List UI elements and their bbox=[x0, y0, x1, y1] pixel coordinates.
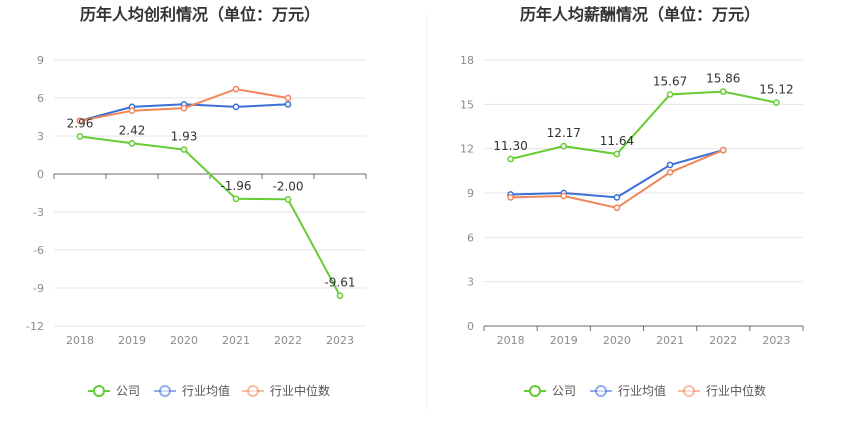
legend-item-company: 公司 bbox=[524, 384, 576, 398]
legend-item-industry_median: 行业中位数 bbox=[678, 383, 766, 398]
legend-item-industry_avg: 行业均值 bbox=[154, 383, 230, 398]
y-tick-label: 9 bbox=[467, 187, 474, 200]
data-point-company bbox=[666, 91, 674, 98]
data-point-industry_median bbox=[507, 194, 514, 201]
x-tick-label: 2023 bbox=[762, 334, 790, 347]
data-point-company bbox=[507, 155, 514, 163]
data-point-industry_median bbox=[719, 146, 727, 154]
data-point-industry_median bbox=[613, 204, 621, 212]
y-tick-label: -12 bbox=[26, 320, 44, 333]
y-tick-label: 0 bbox=[37, 168, 44, 181]
x-tick-label: 2018 bbox=[66, 334, 94, 347]
data-point-company bbox=[613, 150, 621, 158]
legend-item-industry_median: 行业中位数 bbox=[242, 383, 330, 398]
legend: 公司 行业均值 行业中位数 bbox=[524, 383, 766, 398]
series-line-company bbox=[510, 90, 777, 160]
y-tick-label: 15 bbox=[460, 98, 474, 111]
data-point-company bbox=[336, 292, 344, 300]
data-point-company bbox=[284, 195, 292, 203]
legend-swatch-marker bbox=[247, 385, 259, 397]
data-point-industry_median bbox=[180, 104, 188, 112]
legend-label: 行业中位数 bbox=[706, 383, 766, 398]
data-point-industry_median bbox=[284, 94, 292, 102]
y-tick-label: 3 bbox=[467, 276, 474, 289]
x-tick-label: 2021 bbox=[656, 334, 684, 347]
y-tick-label: 9 bbox=[37, 54, 44, 67]
data-point-company bbox=[560, 142, 568, 150]
data-point-company bbox=[76, 133, 84, 140]
legend-swatch-marker bbox=[683, 385, 695, 397]
legend-swatch-marker bbox=[529, 385, 541, 397]
legend-label: 公司 bbox=[116, 384, 140, 398]
legend-swatch-marker bbox=[93, 385, 105, 397]
legend-item-industry_avg: 行业均值 bbox=[590, 383, 666, 398]
x-tick-label: 2018 bbox=[497, 334, 525, 347]
data-point-company bbox=[232, 195, 240, 203]
legend-label: 行业中位数 bbox=[270, 383, 330, 398]
x-tick-label: 2023 bbox=[326, 334, 354, 347]
data-label: 2.96 bbox=[67, 117, 94, 131]
data-point-industry_median bbox=[128, 107, 136, 115]
x-tick-label: 2022 bbox=[274, 334, 302, 347]
data-point-industry_avg bbox=[666, 161, 674, 169]
y-tick-label: -9 bbox=[33, 282, 44, 295]
data-point-industry_median bbox=[76, 117, 84, 125]
y-tick-label: 18 bbox=[460, 54, 474, 67]
data-point-industry_avg bbox=[232, 103, 240, 111]
chart-title: 历年人均创利情况（单位：万元） bbox=[80, 5, 320, 24]
data-label: -2.00 bbox=[272, 179, 303, 193]
data-label: 1.93 bbox=[171, 130, 198, 144]
data-label: 11.64 bbox=[600, 134, 634, 148]
data-label: 15.12 bbox=[759, 83, 793, 97]
data-point-industry_median bbox=[560, 192, 568, 200]
data-point-industry_median bbox=[666, 168, 674, 176]
y-tick-label: -3 bbox=[33, 206, 44, 219]
y-tick-label: -6 bbox=[33, 244, 44, 257]
chart-panel-2: 历年人均薪酬情况（单位：万元） 18 15 12 9 6 3 0 2018 2019 2020 202… bbox=[460, 5, 804, 398]
data-label: -9.61 bbox=[324, 276, 355, 290]
x-tick-label: 2021 bbox=[222, 334, 250, 347]
data-point-company bbox=[773, 99, 780, 106]
data-label: 15.67 bbox=[653, 74, 687, 88]
chart-panel-1: 历年人均创利情况（单位：万元） 9 6 3 0 -3 -6 -9 -12 2018 2019 2020… bbox=[26, 5, 367, 398]
data-label: 12.17 bbox=[547, 126, 581, 140]
x-tick-label: 2019 bbox=[118, 334, 146, 347]
data-point-industry_avg bbox=[284, 100, 292, 108]
data-label: 15.86 bbox=[706, 72, 740, 86]
legend: 公司 行业均值 行业中位数 bbox=[88, 383, 330, 398]
y-tick-label: 6 bbox=[37, 92, 44, 105]
legend-label: 行业均值 bbox=[182, 383, 230, 398]
series-line-company bbox=[79, 135, 341, 297]
legend-label: 行业均值 bbox=[618, 383, 666, 398]
legend-label: 公司 bbox=[552, 384, 576, 398]
legend-swatch-marker bbox=[159, 385, 171, 397]
data-label: -1.96 bbox=[220, 179, 251, 193]
data-point-industry_avg bbox=[613, 194, 621, 201]
x-tick-label: 2019 bbox=[550, 334, 578, 347]
y-tick-label: 6 bbox=[467, 231, 474, 244]
data-label: 11.30 bbox=[493, 139, 527, 153]
x-tick-label: 2020 bbox=[603, 334, 631, 347]
x-tick-label: 2022 bbox=[709, 334, 737, 347]
data-point-company bbox=[180, 146, 188, 153]
data-label: 2.42 bbox=[119, 123, 146, 137]
data-point-company bbox=[128, 139, 136, 147]
x-tick-label: 2020 bbox=[170, 334, 198, 347]
data-point-company bbox=[719, 88, 727, 95]
y-tick-label: 12 bbox=[460, 143, 474, 156]
y-tick-label: 3 bbox=[37, 130, 44, 143]
legend-item-company: 公司 bbox=[88, 384, 140, 398]
legend-swatch-marker bbox=[595, 385, 607, 397]
y-tick-label: 0 bbox=[467, 320, 474, 333]
chart-title: 历年人均薪酬情况（单位：万元） bbox=[520, 5, 760, 24]
data-point-industry_median bbox=[232, 85, 240, 93]
